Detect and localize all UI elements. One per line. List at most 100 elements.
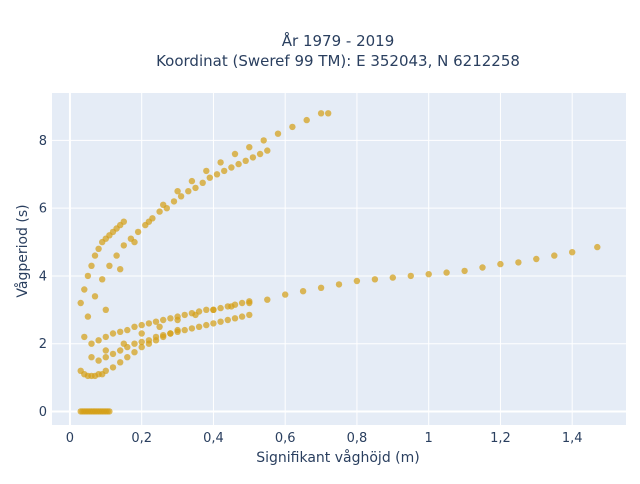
scatter-point <box>335 281 343 288</box>
scatter-point <box>91 293 99 300</box>
scatter-point <box>221 167 228 175</box>
scatter-point <box>113 252 120 259</box>
x-tick-label: 0,6 <box>275 431 296 446</box>
scatter-point <box>206 174 213 181</box>
scatter-point <box>167 330 174 337</box>
y-tick-label: 2 <box>39 337 47 352</box>
scatter-point <box>102 347 110 354</box>
scatter-point <box>109 350 117 358</box>
scatter-point <box>138 321 145 329</box>
scatter-point <box>246 299 253 307</box>
scatter-point <box>217 318 224 325</box>
scatter-point <box>256 150 264 158</box>
scatter-point <box>88 354 95 361</box>
scatter-point <box>124 343 131 351</box>
scatter-point <box>238 313 246 320</box>
scatter-point <box>134 228 142 236</box>
scatter-point <box>138 338 145 346</box>
scatter-points <box>77 110 601 415</box>
scatter-point <box>102 367 110 374</box>
scatter-point <box>104 408 111 415</box>
scatter-point <box>192 184 199 192</box>
scatter-point <box>145 218 153 225</box>
scatter-point <box>213 171 221 178</box>
scatter-point <box>109 364 117 371</box>
scatter-point <box>109 330 117 337</box>
scatter-point <box>174 316 181 324</box>
scatter-point <box>181 311 188 319</box>
scatter-point <box>303 116 310 124</box>
scatter-point <box>84 272 92 280</box>
scatter-point <box>317 284 325 291</box>
scatter-point <box>152 333 160 341</box>
tick-labels: 0 0,2 0,4 0,6 0,8 1 1,2 1,4 0 2 4 6 8 <box>39 134 583 446</box>
scatter-point <box>188 177 196 185</box>
y-tick-label: 6 <box>39 202 47 217</box>
x-tick-label: 0 <box>66 431 74 446</box>
scatter-point <box>210 320 217 327</box>
scatter-point <box>325 110 332 117</box>
scatter-point <box>131 238 138 246</box>
scatter-point <box>88 340 95 347</box>
scatter-point <box>117 328 124 335</box>
scatter-point <box>106 262 113 269</box>
y-tick-label: 8 <box>39 134 47 149</box>
scatter-point <box>203 306 210 313</box>
y-axis-title: Vågperiod (s) <box>14 204 31 297</box>
grid-lines <box>52 93 626 425</box>
scatter-point <box>160 201 167 208</box>
scatter-point <box>210 306 217 313</box>
scatter-point <box>479 264 486 271</box>
scatter-point <box>289 123 296 131</box>
y-tick-label: 0 <box>39 405 47 420</box>
scatter-point <box>95 245 102 252</box>
scatter-point <box>81 286 88 293</box>
scatter-point <box>282 291 289 298</box>
scatter-point <box>231 150 239 158</box>
scatter-point <box>551 252 558 259</box>
scatter-point <box>217 304 224 312</box>
scatter-point <box>515 259 522 266</box>
scatter-point <box>81 333 88 341</box>
scatter-point <box>177 193 185 200</box>
scatter-point <box>131 349 138 356</box>
scatter-point <box>231 315 239 322</box>
scatter-point <box>249 154 257 161</box>
scatter-point <box>569 249 576 256</box>
scatter-point <box>102 306 110 313</box>
scatter-point <box>91 252 99 259</box>
x-tick-label: 1,2 <box>490 431 511 446</box>
scatter-point <box>160 316 167 324</box>
scatter-point <box>145 320 153 327</box>
scatter-point <box>77 299 84 307</box>
scatter-point <box>131 323 138 330</box>
scatter-point <box>238 299 246 307</box>
scatter-point <box>138 330 145 337</box>
scatter-point <box>117 266 124 273</box>
scatter-point <box>156 208 163 215</box>
scatter-point <box>181 326 188 334</box>
scatter-point <box>199 179 206 186</box>
scatter-point <box>317 110 325 117</box>
scatter-point <box>160 332 167 339</box>
scatter-point <box>170 198 178 205</box>
scatter-point <box>138 343 145 351</box>
x-tick-label: 0,2 <box>131 431 152 446</box>
scatter-point <box>260 137 267 144</box>
scatter-point <box>246 311 253 319</box>
scatter-point <box>131 340 138 347</box>
scatter-point <box>95 337 102 344</box>
scatter-point <box>174 188 181 195</box>
scatter-point <box>192 311 199 319</box>
scatter-point <box>461 267 468 275</box>
scatter-point <box>371 276 379 283</box>
scatter-point <box>124 326 131 334</box>
scatter-point <box>264 147 271 154</box>
scatter-point <box>203 321 210 329</box>
scatter-point <box>389 274 396 281</box>
scatter-point <box>246 144 253 151</box>
scatter-point <box>228 303 235 310</box>
scatter-point <box>407 272 414 280</box>
scatter-point <box>353 277 361 285</box>
